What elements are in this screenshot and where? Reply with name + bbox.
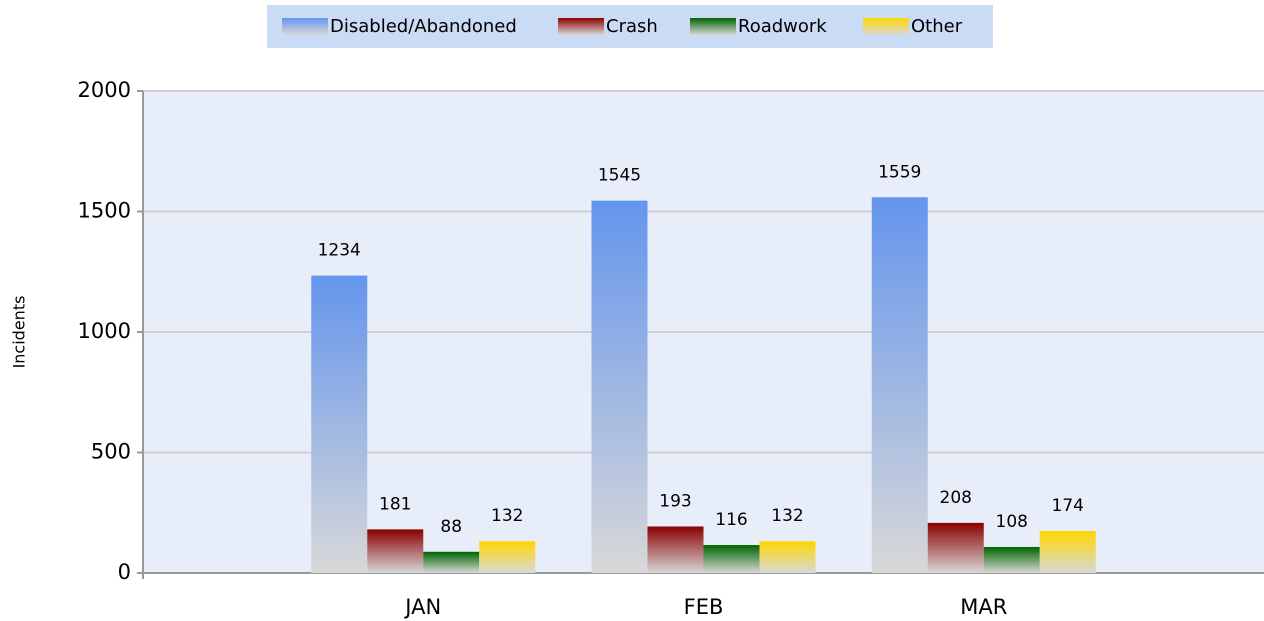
y-tick-label: 1000: [78, 319, 131, 343]
legend-label: Other: [911, 16, 963, 37]
value-label: 193: [659, 491, 691, 511]
y-tick-label: 2000: [78, 78, 131, 102]
bar: [983, 546, 1040, 573]
legend-label: Roadwork: [738, 16, 827, 37]
value-label: 181: [379, 494, 411, 514]
value-label: 1234: [318, 241, 361, 261]
value-label: 108: [996, 512, 1028, 532]
value-label: 174: [1052, 496, 1084, 516]
y-axis-title: Incidents: [10, 296, 29, 369]
bar: [927, 522, 984, 573]
value-label: 1545: [598, 166, 641, 186]
bar: [311, 275, 368, 573]
value-label: 208: [940, 488, 972, 508]
legend-swatch: [690, 18, 736, 35]
value-label: 132: [491, 506, 523, 526]
value-label: 132: [771, 506, 803, 526]
bar: [367, 529, 424, 573]
bar: [647, 526, 704, 573]
value-label: 116: [715, 510, 747, 530]
value-label: 1559: [878, 162, 921, 182]
y-tick-label: 0: [118, 560, 131, 584]
y-tick-label: 500: [91, 440, 131, 464]
legend-swatch: [863, 18, 909, 35]
x-tick-label: MAR: [960, 595, 1007, 619]
bar: [591, 200, 648, 573]
legend-swatch: [558, 18, 604, 35]
legend-label: Crash: [606, 16, 658, 37]
legend-label: Disabled/Abandoned: [330, 16, 517, 37]
value-label: 88: [440, 517, 462, 537]
x-tick-label: JAN: [403, 595, 441, 619]
legend-swatch: [282, 18, 328, 35]
bar: [759, 541, 816, 573]
bar: [423, 551, 480, 573]
bar: [703, 545, 760, 573]
y-tick-label: 1500: [78, 199, 131, 223]
bar: [871, 197, 928, 573]
x-tick-label: FEB: [684, 595, 724, 619]
bar: [1039, 531, 1096, 573]
bar: [479, 541, 536, 573]
